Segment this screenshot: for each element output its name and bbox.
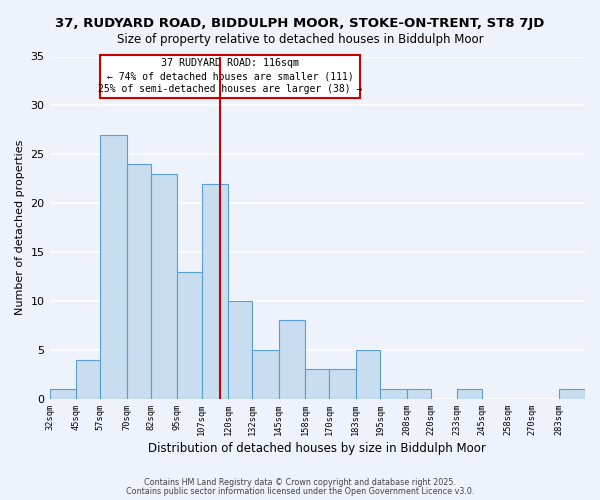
Text: 37 RUDYARD ROAD: 116sqm: 37 RUDYARD ROAD: 116sqm xyxy=(161,58,299,68)
Bar xyxy=(76,360,100,399)
Text: Contains public sector information licensed under the Open Government Licence v3: Contains public sector information licen… xyxy=(126,487,474,496)
Text: 37, RUDYARD ROAD, BIDDULPH MOOR, STOKE-ON-TRENT, ST8 7JD: 37, RUDYARD ROAD, BIDDULPH MOOR, STOKE-O… xyxy=(55,18,545,30)
Bar xyxy=(127,164,151,398)
FancyBboxPatch shape xyxy=(100,54,360,98)
X-axis label: Distribution of detached houses by size in Biddulph Moor: Distribution of detached houses by size … xyxy=(148,442,486,455)
Bar xyxy=(407,389,431,398)
Y-axis label: Number of detached properties: Number of detached properties xyxy=(15,140,25,316)
Bar xyxy=(329,370,356,398)
Bar xyxy=(50,389,76,398)
Text: 25% of semi-detached houses are larger (38) →: 25% of semi-detached houses are larger (… xyxy=(98,84,362,94)
Bar xyxy=(457,389,482,398)
Bar xyxy=(279,320,305,398)
Text: Size of property relative to detached houses in Biddulph Moor: Size of property relative to detached ho… xyxy=(116,32,484,46)
Bar xyxy=(356,350,380,399)
Bar xyxy=(228,301,253,398)
Bar xyxy=(100,134,127,398)
Bar xyxy=(178,272,202,398)
Bar xyxy=(559,389,585,398)
Text: ← 74% of detached houses are smaller (111): ← 74% of detached houses are smaller (11… xyxy=(107,72,353,82)
Text: Contains HM Land Registry data © Crown copyright and database right 2025.: Contains HM Land Registry data © Crown c… xyxy=(144,478,456,487)
Bar xyxy=(305,370,329,398)
Bar xyxy=(253,350,279,399)
Bar xyxy=(202,184,228,398)
Bar xyxy=(380,389,407,398)
Bar xyxy=(151,174,178,398)
